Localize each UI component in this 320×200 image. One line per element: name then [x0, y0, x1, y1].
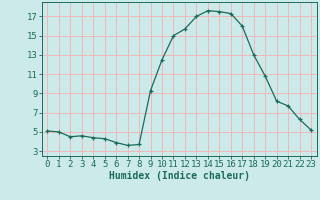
X-axis label: Humidex (Indice chaleur): Humidex (Indice chaleur) [109, 171, 250, 181]
